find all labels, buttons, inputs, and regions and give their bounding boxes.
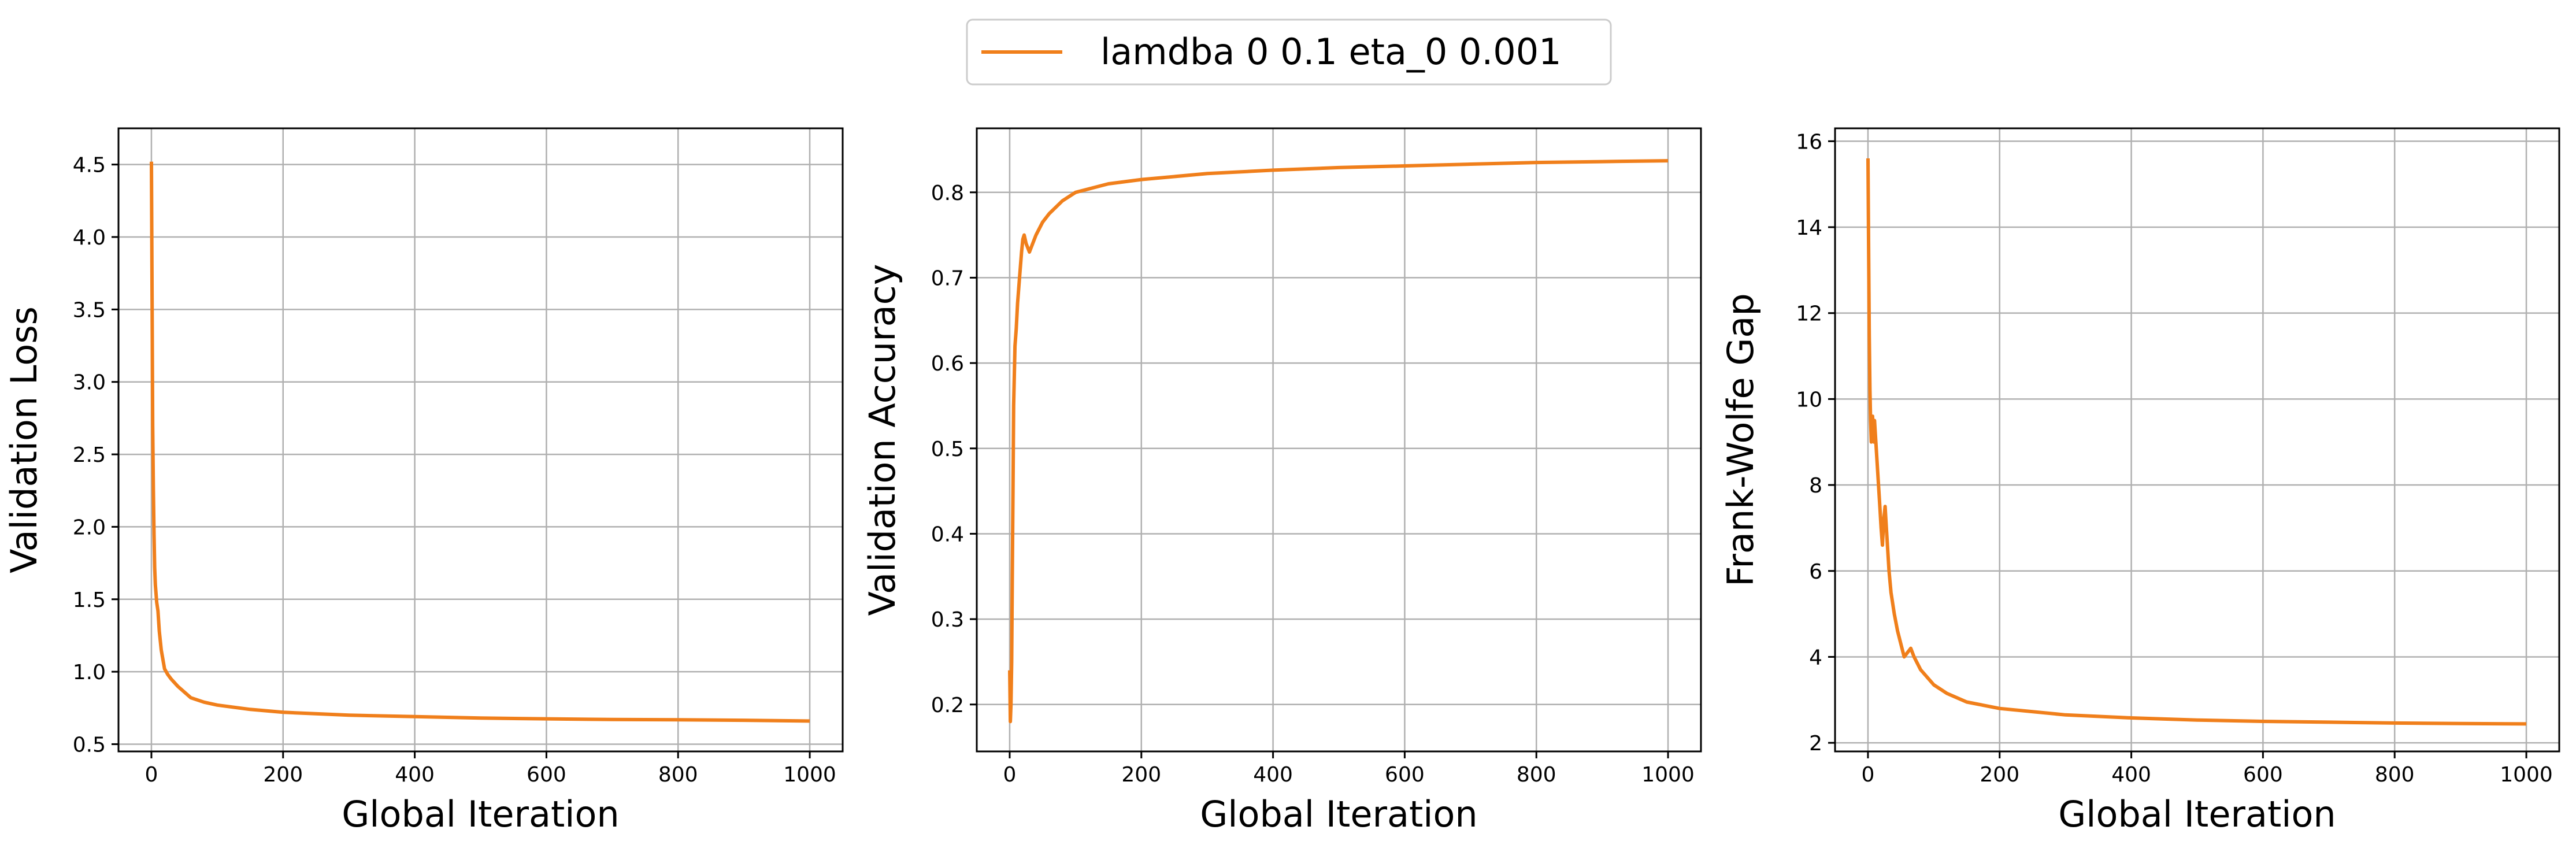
y-tick-label: 0.3 [931,608,964,632]
panel-frank-wolfe-gap: 0 200 400 600 800 1000 2 4 6 8 10 12 14 16 Global Ite… [1719,127,2560,835]
grid [977,128,1701,751]
y-tick-label: 6 [1809,560,1822,584]
y-tick-label: 4.5 [73,154,106,177]
series-line [1008,159,1669,724]
y-tick-label: 0.5 [931,438,964,461]
y-tick-label: 0.7 [931,266,964,290]
x-axis-label: Global Iteration [1200,793,1477,835]
x-tick-label: 200 [263,763,303,787]
x-tick-label: 800 [2375,763,2415,787]
x-tick-label: 1000 [2500,763,2553,787]
axes-frame [976,127,1702,753]
y-tick-label: 0.2 [931,694,964,717]
axes-frame [117,127,844,753]
y-tick-label: 12 [1796,302,1822,326]
y-tick-label: 16 [1796,130,1822,154]
panel-validation-accuracy: 0 200 400 600 800 1000 0.2 0.3 0.4 0.5 0.6 0.7 0.8 G… [861,127,1702,835]
x-tick-label: 0 [145,763,158,787]
legend-frame [966,18,1612,86]
x-tick-label: 400 [2111,763,2151,787]
y-axis-label: Validation Accuracy [861,264,903,616]
series-line [150,161,810,723]
y-axis-label: Frank-Wolfe Gap [1719,293,1762,587]
x-tick-label: 800 [1517,763,1556,787]
x-tick-label: 600 [1385,763,1425,787]
grid [1835,128,2559,751]
grid [118,128,843,751]
tick-marks: 0 200 400 600 800 1000 0.2 0.3 0.4 0.5 0.6 0.7 0.8 [931,181,1695,787]
series-line [1866,158,2527,726]
legend: lamdba 0 0.1 eta_0 0.001 [966,18,1612,86]
y-tick-label: 4 [1809,646,1822,669]
y-tick-label: 3.0 [73,371,106,395]
y-tick-label: 4.0 [73,226,106,250]
y-tick-label: 0.4 [931,523,964,546]
x-axis-label: Global Iteration [2058,793,2336,835]
axes-frame [1834,127,2560,753]
panel-validation-loss: 0 200 400 600 800 1000 0.5 1.0 1.5 2.0 2.5 3.0 3.5 4.… [3,127,844,835]
y-tick-label: 14 [1796,216,1822,240]
x-axis-label: Global Iteration [342,793,619,835]
y-tick-label: 1.0 [73,661,106,684]
y-tick-label: 2.0 [73,516,106,539]
tick-marks: 0 200 400 600 800 1000 0.5 1.0 1.5 2.0 2.5 3.0 3.5 4.… [73,154,836,787]
y-tick-label: 3.5 [73,298,106,322]
legend-label: lamdba 0 0.1 eta_0 0.001 [1100,31,1562,73]
y-tick-label: 0.6 [931,352,964,376]
y-tick-label: 0.8 [931,181,964,205]
y-tick-label: 2 [1809,732,1822,755]
y-tick-label: 0.5 [73,733,106,757]
x-tick-label: 600 [2243,763,2283,787]
x-tick-label: 1000 [783,763,836,787]
y-tick-label: 8 [1809,474,1822,498]
y-tick-label: 10 [1796,388,1822,412]
x-tick-label: 200 [1121,763,1161,787]
x-tick-label: 600 [527,763,566,787]
tick-marks: 0 200 400 600 800 1000 2 4 6 8 10 12 14 16 [1796,130,2553,787]
series-lines [150,161,810,723]
x-tick-label: 400 [1253,763,1293,787]
x-tick-label: 200 [1980,763,2019,787]
y-tick-label: 2.5 [73,443,106,467]
y-tick-label: 1.5 [73,588,106,612]
series-lines [1008,159,1669,724]
series-lines [1866,158,2527,726]
y-axis-label: Validation Loss [3,306,45,573]
x-tick-label: 800 [658,763,698,787]
x-tick-label: 1000 [1641,763,1695,787]
x-tick-label: 400 [395,763,435,787]
x-tick-label: 0 [1862,763,1875,787]
x-tick-label: 0 [1003,763,1017,787]
